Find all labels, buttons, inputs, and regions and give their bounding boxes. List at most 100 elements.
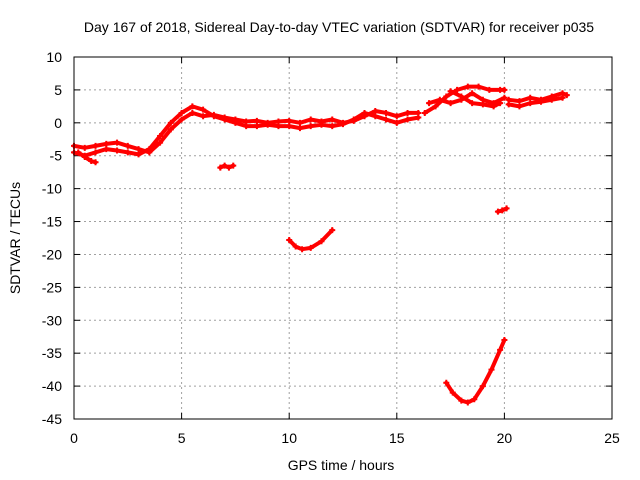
data-point (200, 113, 207, 120)
y-tick-label: -15 (42, 214, 62, 230)
data-point (458, 397, 465, 404)
data-point (286, 123, 293, 130)
data-point (307, 116, 314, 123)
data-point (286, 117, 293, 124)
data-point (189, 103, 196, 110)
data-point (178, 116, 185, 123)
data-point (103, 146, 110, 153)
series-early-dip (75, 149, 99, 166)
series-short-minus-13 (494, 205, 510, 215)
data-point (221, 162, 228, 169)
data-point (243, 123, 250, 130)
data-point (92, 149, 99, 156)
data-point (503, 205, 510, 212)
data-point (292, 243, 299, 250)
data-point (210, 113, 217, 120)
data-point (318, 238, 325, 245)
data-point (81, 154, 88, 161)
data-point (307, 244, 314, 251)
data-point (296, 125, 303, 132)
data-point (299, 246, 306, 253)
chart-title: Day 167 of 2018, Sidereal Day-to-day VTE… (84, 19, 594, 35)
plot-frame (73, 56, 613, 420)
y-tick-label: -10 (42, 181, 62, 197)
data-point (454, 86, 461, 93)
data-point (527, 94, 534, 101)
data-point (92, 142, 99, 149)
data-point (383, 109, 390, 116)
data-point (167, 126, 174, 133)
data-point (505, 101, 512, 108)
data-point (490, 103, 497, 110)
data-point (501, 337, 508, 344)
y-axis-label: SDTVAR / TECUs (7, 182, 23, 294)
data-point (232, 119, 239, 126)
y-tick-label: -25 (42, 279, 62, 295)
data-point (383, 116, 390, 123)
data-point (527, 100, 534, 107)
data-point (475, 83, 482, 90)
data-point (447, 100, 454, 107)
data-point (253, 123, 260, 130)
data-point (548, 96, 555, 103)
data-point (488, 366, 495, 373)
x-axis-label: GPS time / hours (288, 457, 395, 473)
y-tick-label: -45 (42, 411, 62, 427)
data-point (135, 146, 142, 153)
data-point (516, 98, 523, 105)
data-point (225, 164, 232, 171)
data-point (124, 142, 131, 149)
data-point (275, 123, 282, 130)
data-point (537, 98, 544, 105)
data-point (178, 109, 185, 116)
x-tick-label: 0 (70, 430, 78, 446)
series-evening-band-c (447, 88, 504, 110)
data-point (318, 121, 325, 128)
data-point (415, 114, 422, 121)
data-point (114, 147, 121, 154)
data-point (329, 116, 336, 123)
data-point (230, 162, 237, 169)
data-point (501, 94, 508, 101)
data-point (469, 100, 476, 107)
data-point (559, 94, 566, 101)
y-tick-label: 10 (46, 49, 62, 65)
x-axis-ticks: 0 5 10 15 20 25 (70, 57, 620, 446)
data-point (286, 236, 293, 243)
y-tick-label: -20 (42, 246, 62, 262)
data-point (157, 139, 164, 146)
data-point (443, 379, 450, 386)
data-point (114, 139, 121, 146)
data-point (497, 346, 504, 353)
data-point (432, 103, 439, 110)
data-point (88, 157, 95, 164)
data-point (217, 164, 224, 171)
data-points (71, 83, 570, 406)
series-late-band-lower (505, 94, 566, 110)
data-point (404, 109, 411, 116)
x-tick-label: 25 (604, 430, 620, 446)
x-tick-label: 15 (389, 430, 405, 446)
series-evening-band-a (421, 83, 508, 116)
data-point (350, 116, 357, 123)
data-point (329, 227, 336, 234)
data-point (307, 123, 314, 130)
data-point (563, 92, 570, 99)
x-tick-label: 5 (178, 430, 186, 446)
series-main-band-b (71, 103, 422, 159)
data-point (103, 140, 110, 147)
x-tick-label: 20 (497, 430, 513, 446)
series-arc-minus-19 (286, 227, 336, 253)
data-point (486, 86, 493, 93)
data-point (92, 159, 99, 166)
y-tick-label: -30 (42, 312, 62, 328)
data-point (135, 151, 142, 158)
data-point (426, 100, 433, 107)
data-point (421, 109, 428, 116)
data-point (146, 146, 153, 153)
data-point (167, 119, 174, 126)
data-point (479, 383, 486, 390)
x-tick-label: 10 (281, 430, 297, 446)
data-point (494, 208, 501, 215)
